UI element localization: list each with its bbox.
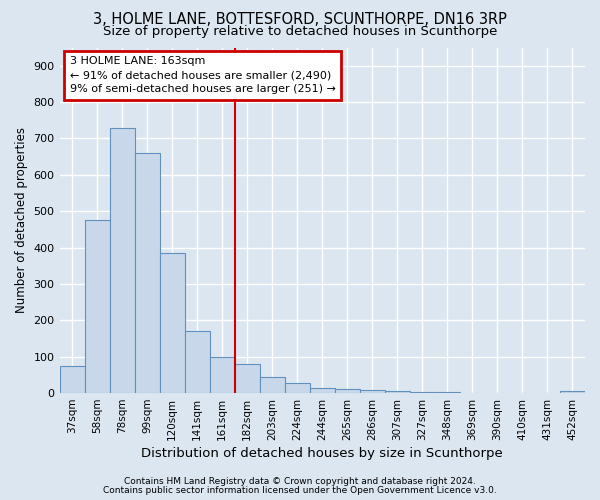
- Text: 3 HOLME LANE: 163sqm
← 91% of detached houses are smaller (2,490)
9% of semi-det: 3 HOLME LANE: 163sqm ← 91% of detached h…: [70, 56, 336, 94]
- Bar: [310, 388, 335, 393]
- Bar: [185, 331, 209, 393]
- Bar: [360, 390, 385, 393]
- Bar: [134, 153, 160, 393]
- Bar: [209, 356, 235, 393]
- Bar: [260, 378, 285, 393]
- Bar: [435, 392, 460, 393]
- Bar: [85, 220, 110, 393]
- Text: Size of property relative to detached houses in Scunthorpe: Size of property relative to detached ho…: [103, 25, 497, 38]
- Bar: [59, 366, 85, 393]
- Text: Contains public sector information licensed under the Open Government Licence v3: Contains public sector information licen…: [103, 486, 497, 495]
- Bar: [560, 390, 585, 393]
- X-axis label: Distribution of detached houses by size in Scunthorpe: Distribution of detached houses by size …: [142, 447, 503, 460]
- Bar: [385, 392, 410, 393]
- Bar: [335, 390, 360, 393]
- Text: Contains HM Land Registry data © Crown copyright and database right 2024.: Contains HM Land Registry data © Crown c…: [124, 477, 476, 486]
- Y-axis label: Number of detached properties: Number of detached properties: [15, 128, 28, 314]
- Bar: [410, 392, 435, 393]
- Bar: [110, 128, 134, 393]
- Bar: [160, 253, 185, 393]
- Bar: [285, 383, 310, 393]
- Text: 3, HOLME LANE, BOTTESFORD, SCUNTHORPE, DN16 3RP: 3, HOLME LANE, BOTTESFORD, SCUNTHORPE, D…: [93, 12, 507, 28]
- Bar: [235, 364, 260, 393]
